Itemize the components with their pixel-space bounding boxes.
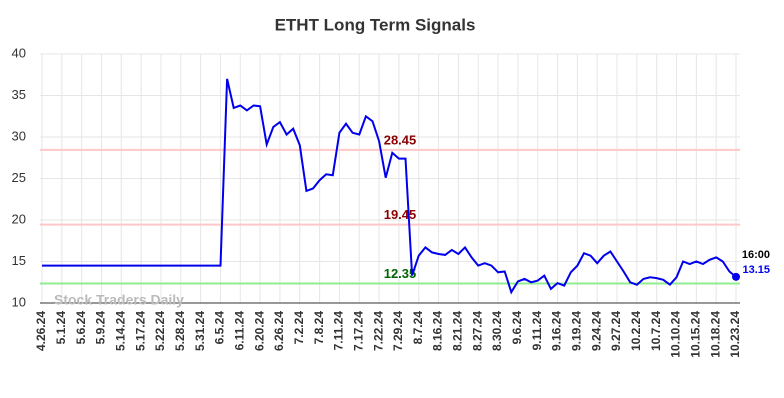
x-tick-label: 10.10.24 <box>669 311 683 358</box>
x-tick-label: 6.11.24 <box>232 311 246 351</box>
price-line <box>42 78 737 295</box>
x-tick-label: 9.27.24 <box>609 311 623 351</box>
x-tick-label: 7.2.24 <box>292 311 306 345</box>
x-tick-label: 8.21.24 <box>451 311 465 351</box>
x-tick-label: 9.24.24 <box>589 311 603 351</box>
x-tick-label: 9.11.24 <box>530 311 544 351</box>
x-tick-label: 5.14.24 <box>113 311 127 351</box>
y-tick-label: 40 <box>12 45 26 60</box>
y-tick-label: 35 <box>12 87 26 102</box>
x-tick-label: 9.19.24 <box>570 311 584 351</box>
x-tick-label: 5.1.24 <box>54 311 68 345</box>
x-tick-label: 8.16.24 <box>431 311 445 351</box>
y-tick-label: 10 <box>12 294 26 309</box>
y-tick-label: 15 <box>12 253 26 268</box>
x-tick-label: 6.20.24 <box>252 311 266 351</box>
x-tick-label: 8.7.24 <box>411 311 425 345</box>
y-tick-label: 30 <box>12 128 26 143</box>
level-label: 19.45 <box>384 207 417 222</box>
x-tick-label: 5.22.24 <box>153 311 167 351</box>
x-tick-label: 10.15.24 <box>689 311 703 358</box>
y-tick-label: 25 <box>12 170 26 185</box>
x-tick-label: 10.7.24 <box>649 311 663 351</box>
x-tick-label: 5.6.24 <box>74 311 88 345</box>
last-time: 16:00 <box>742 249 770 261</box>
x-tick-label: 7.22.24 <box>371 311 385 351</box>
x-tick-label: 8.30.24 <box>490 311 504 351</box>
y-tick-label: 20 <box>12 211 26 226</box>
last-point <box>732 272 740 281</box>
x-tick-label: 8.27.24 <box>470 311 484 351</box>
x-tick-label: 9.6.24 <box>510 311 524 345</box>
x-tick-label: 6.5.24 <box>213 311 227 345</box>
x-tick-label: 7.8.24 <box>312 311 326 345</box>
level-label: 28.45 <box>384 132 417 147</box>
x-tick-label: 10.23.24 <box>728 311 742 358</box>
last-value: 13.15 <box>742 264 770 276</box>
x-tick-label: 5.31.24 <box>193 311 207 351</box>
x-tick-label: 10.2.24 <box>629 311 643 351</box>
x-tick-label: 5.28.24 <box>173 311 187 351</box>
level-label: 12.35 <box>384 266 417 281</box>
x-tick-label: 10.18.24 <box>708 311 722 358</box>
x-tick-label: 5.9.24 <box>94 311 108 345</box>
x-tick-label: 7.29.24 <box>391 311 405 351</box>
x-tick-label: 7.17.24 <box>351 311 365 351</box>
x-tick-label: 7.11.24 <box>332 311 346 351</box>
x-tick-label: 4.26.24 <box>34 311 48 351</box>
watermark: Stock Traders Daily <box>54 292 184 308</box>
x-tick-label: 6.26.24 <box>272 311 286 351</box>
chart-title: ETHT Long Term Signals <box>275 15 476 34</box>
x-tick-label: 5.17.24 <box>133 311 147 351</box>
x-tick-label: 9.16.24 <box>550 311 564 351</box>
